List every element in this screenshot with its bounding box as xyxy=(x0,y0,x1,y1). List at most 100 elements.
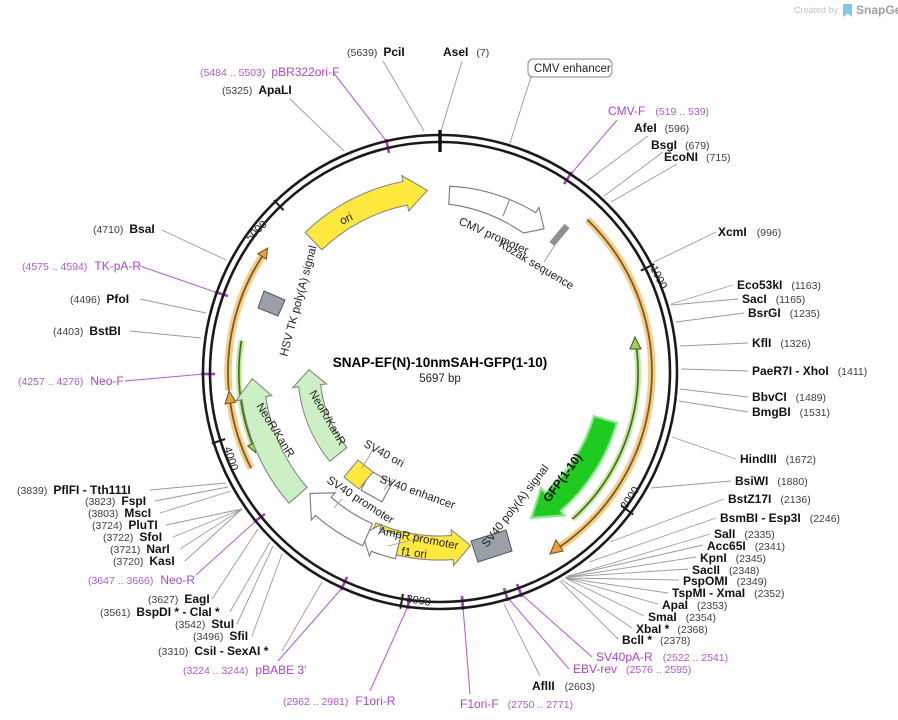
primer-ebv-rev[interactable]: EBV-rev (2576 .. 2595) xyxy=(573,662,691,676)
primer-tk-pa-r[interactable]: (4575 .. 4594) TK-pA-R xyxy=(22,259,141,273)
kb-label: 3000 xyxy=(406,593,432,609)
orf-arc-reverse[interactable] xyxy=(238,340,254,445)
feature-ampr-promoter-arrow[interactable] xyxy=(361,523,402,560)
enzyme-kasi[interactable]: (3720) KasI xyxy=(113,554,175,568)
primer-cmv-f[interactable]: CMV-F (519 .. 539) xyxy=(608,104,709,118)
enzyme-pcii[interactable]: (5639) PciI xyxy=(347,45,405,59)
enzyme-xbai[interactable]: XbaI * (2368) xyxy=(636,622,708,636)
primer-connectors xyxy=(124,71,618,695)
enzyme-asei[interactable]: AseI (7) xyxy=(443,45,489,59)
enzyme-bsrgi[interactable]: BsrGI (1235) xyxy=(748,306,820,320)
feature-label-f1-ori[interactable]: f1 ori xyxy=(401,546,428,561)
enzyme-eco53ki[interactable]: Eco53kI (1163) xyxy=(737,278,821,292)
feature-label-sv40-ori[interactable]: SV40 ori xyxy=(362,438,406,470)
connector xyxy=(503,603,541,677)
primer-neo-f[interactable]: (4257 .. 4276) Neo-F xyxy=(18,374,124,388)
feature-pointer xyxy=(333,498,343,509)
enzyme-pspomi[interactable]: PspOMI (2349) xyxy=(683,574,767,588)
connector xyxy=(129,330,202,339)
enzyme-bsai[interactable]: (4710) BsaI xyxy=(93,222,155,236)
enzyme-bstbi[interactable]: (4403) BstBI xyxy=(53,324,121,338)
enzyme-pfoi[interactable]: (4496) PfoI xyxy=(70,292,129,306)
connector xyxy=(678,400,749,413)
credit: Created by SnapGene xyxy=(794,3,898,17)
feature-sv40-polya-block[interactable] xyxy=(470,529,513,563)
connector xyxy=(564,577,645,617)
enzyme-hindiii[interactable]: HindIII (1672) xyxy=(740,452,816,466)
enzyme-bmgbi[interactable]: BmgBI (1531) xyxy=(752,405,830,419)
enzyme-apai[interactable]: ApaI (2353) xyxy=(662,598,727,612)
feature-label-cmv-enhancer[interactable]: CMV enhancer xyxy=(534,63,611,75)
primer-neo-r[interactable]: (3647 .. 3666) Neo-R xyxy=(88,573,195,587)
enzyme-stui[interactable]: (3542) StuI xyxy=(175,617,234,631)
kb-tick xyxy=(620,504,634,516)
enzyme-bsiwi[interactable]: BsiWI (1880) xyxy=(735,474,808,488)
connector xyxy=(165,508,243,526)
primer-sv40pa-r[interactable]: SV40pA-R (2522 .. 2541) xyxy=(596,650,728,664)
orf-arc-reverse[interactable] xyxy=(571,347,639,520)
enzyme-tspmi-xmai[interactable]: TspMI - XmaI (2352) xyxy=(672,586,784,600)
enzyme-eagi[interactable]: (3627) EagI xyxy=(148,592,210,606)
enzyme-kpni[interactable]: KpnI (2345) xyxy=(700,551,766,565)
connector xyxy=(610,163,678,203)
enzyme-bspdi-clai[interactable]: (3561) BspDI * - ClaI * xyxy=(100,605,220,619)
kb-tick xyxy=(399,593,404,609)
primer-f1ori-r[interactable]: (2962 .. 2981) F1ori-R xyxy=(283,694,396,708)
orf-arc-forward[interactable] xyxy=(227,256,263,391)
feature-gfp-arrow[interactable] xyxy=(529,414,619,520)
plasmid-backbone xyxy=(201,130,679,611)
feature-neor-kanr-inner-arrow[interactable] xyxy=(291,369,348,463)
orf-arrowhead xyxy=(629,335,642,350)
feature-neor-kanr-outer-arrow[interactable] xyxy=(234,377,308,504)
orf-arc-forward[interactable] xyxy=(229,401,252,469)
enzyme-bsmbi-esp3i[interactable]: BsmBI - Esp3I (2246) xyxy=(720,511,840,525)
primer-pbr322ori-f[interactable]: (5484 .. 5503) pBR322ori-F xyxy=(200,65,339,79)
feature-hsv-tk-polya-block[interactable] xyxy=(257,290,286,317)
enzyme-sfii[interactable]: (3496) SfiI xyxy=(193,629,248,643)
feature-kozak-mark[interactable] xyxy=(549,223,570,247)
enzyme-sacii[interactable]: SacII (2348) xyxy=(692,563,759,577)
primer-connector xyxy=(520,593,593,658)
connector xyxy=(161,229,227,261)
connector xyxy=(211,528,259,600)
orf-arrowhead xyxy=(256,247,269,261)
enzyme-sali[interactable]: SalI (2335) xyxy=(714,527,775,541)
feature-sv40-promoter-arrow[interactable] xyxy=(309,492,374,547)
enzyme-aflii[interactable]: AflII (2603) xyxy=(532,679,595,693)
enzyme-fspi[interactable]: (3823) FspI xyxy=(85,494,146,508)
enzyme-csii-sexai[interactable]: (3310) CsiI - SexAI * xyxy=(158,644,269,658)
primer-f1ori-f[interactable]: F1ori-F (2750 .. 2771) xyxy=(460,697,573,711)
enzyme-acc65i[interactable]: Acc65I (2341) xyxy=(707,539,785,553)
enzyme-smai[interactable]: SmaI (2354) xyxy=(648,610,716,624)
feature-cmv-promoter-arrow[interactable] xyxy=(448,185,545,234)
enzyme-bsgi[interactable]: BsgI (679) xyxy=(651,138,710,152)
connector xyxy=(588,517,717,563)
feature-ori-arrow[interactable] xyxy=(304,174,429,251)
enzyme-nari[interactable]: (3721) NarI xyxy=(110,542,170,556)
enzyme-sfoi[interactable]: (3722) SfoI xyxy=(103,530,162,544)
orf-arrowhead xyxy=(549,538,564,555)
connector xyxy=(609,498,725,543)
feature-label-sv40-enhancer[interactable]: SV40 enhancer xyxy=(378,474,457,512)
orf-arc-forward[interactable] xyxy=(557,218,653,549)
enzyme-msci[interactable]: (3803) MscI xyxy=(88,506,151,520)
enzyme-saci[interactable]: SacI (1165) xyxy=(742,292,805,306)
enzyme-xcmi[interactable]: XcmI (996) xyxy=(718,225,781,239)
enzyme-kfli[interactable]: KflI (1326) xyxy=(752,336,811,350)
feature-label-kozak[interactable]: Kozak sequence xyxy=(496,238,575,292)
feature-label-ori[interactable]: ori xyxy=(338,211,355,227)
primer-pbabe-3[interactable]: (3224 .. 3244) pBABE 3' xyxy=(183,663,306,677)
enzyme-bstz17i[interactable]: BstZ17I (2136) xyxy=(728,492,811,506)
enzyme-bbvci[interactable]: BbvCI (1489) xyxy=(752,390,826,404)
enzyme-paer7i-xhoi[interactable]: PaeR7I - XhoI (1411) xyxy=(752,364,867,378)
feature-sv40-ori-block[interactable] xyxy=(343,459,374,490)
enzyme-pflfi-tth111i[interactable]: (3839) PflFI - Tth111I xyxy=(17,483,131,497)
cmv-enhancer-callout[interactable]: CMV enhancer xyxy=(527,58,613,78)
primer-labels: (5484 .. 5503) pBR322ori-F CMV-F (519 .. 5… xyxy=(18,65,728,711)
enzyme-afei[interactable]: AfeI (596) xyxy=(634,121,689,135)
enzyme-econi[interactable]: EcoNI (715) xyxy=(664,150,731,164)
enzyme-apali[interactable]: (5325) ApaLI xyxy=(222,83,292,97)
enzyme-pluti[interactable]: (3724) PluTI xyxy=(92,518,158,532)
enzyme-bcli[interactable]: BclI * (2378) xyxy=(622,633,690,647)
